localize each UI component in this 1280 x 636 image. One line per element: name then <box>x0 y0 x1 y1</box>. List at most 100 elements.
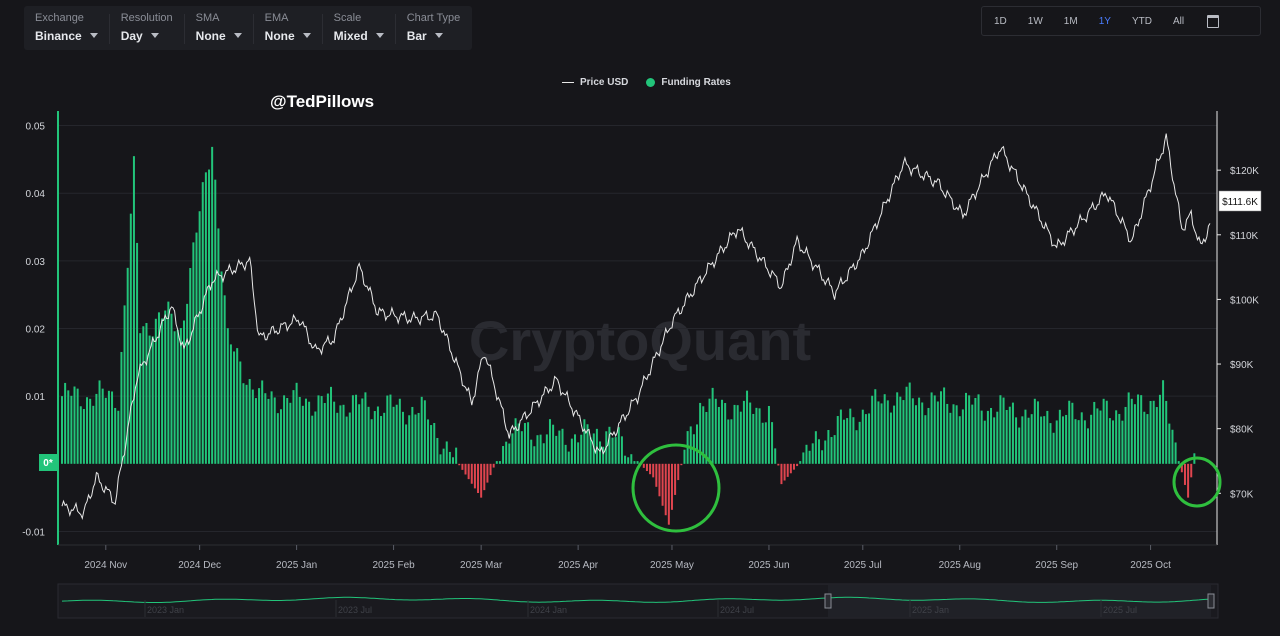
funding-bar <box>523 423 526 464</box>
funding-bar <box>1133 404 1136 464</box>
funding-bar <box>376 406 379 464</box>
funding-bar <box>380 416 383 464</box>
ema-label: EMA <box>264 12 289 24</box>
ema-select[interactable]: EMA None <box>254 6 323 50</box>
funding-bar <box>233 351 236 464</box>
funding-bar <box>548 419 551 464</box>
funding-bar <box>292 390 295 464</box>
funding-bar <box>286 397 289 464</box>
right-tick-label: $70K <box>1230 489 1254 500</box>
funding-bar <box>486 463 489 483</box>
range-ytd-button[interactable]: YTD <box>1131 15 1152 27</box>
navigator-right-handle[interactable] <box>1207 593 1215 609</box>
x-tick-label: 2025 May <box>650 560 694 571</box>
funding-bar <box>817 439 820 464</box>
funding-bar <box>880 403 883 464</box>
calendar-icon[interactable] <box>1207 14 1220 28</box>
funding-bar <box>245 384 248 464</box>
funding-bar <box>608 426 611 464</box>
funding-bar <box>733 404 736 464</box>
funding-bar <box>727 419 730 464</box>
navigator-left-handle[interactable] <box>824 593 832 609</box>
funding-bar <box>702 406 705 464</box>
funding-bar <box>667 463 670 525</box>
range-1w-button[interactable]: 1W <box>1027 15 1043 27</box>
funding-bar <box>883 394 886 464</box>
navigator[interactable]: 2023 Jan 2023 Jul 2024 Jan 2024 Jul 2025 Jan… <box>57 583 1219 619</box>
funding-bar <box>877 401 880 464</box>
scale-select[interactable]: Scale Mixed <box>323 6 396 50</box>
funding-bar <box>936 401 939 464</box>
legend-price[interactable]: Price USD <box>580 77 629 88</box>
funding-bar <box>98 380 101 464</box>
exchange-value: Binance <box>35 29 82 43</box>
funding-bar <box>192 242 195 464</box>
range-all-button[interactable]: All <box>1172 15 1185 27</box>
funding-bar <box>792 463 795 470</box>
funding-bar <box>946 403 949 464</box>
funding-bar <box>298 396 301 464</box>
zero-marker: 0* <box>39 454 57 471</box>
funding-bar <box>92 405 95 464</box>
legend-funding[interactable]: Funding Rates <box>661 77 731 88</box>
funding-bar <box>198 211 201 464</box>
funding-bar <box>677 463 680 481</box>
funding-bar <box>689 426 692 464</box>
range-1d-button[interactable]: 1D <box>994 15 1007 27</box>
funding-bar <box>1143 411 1146 464</box>
funding-bar <box>1171 429 1174 464</box>
funding-bar <box>536 435 539 464</box>
range-1y-button[interactable]: 1Y <box>1098 15 1111 27</box>
funding-bar <box>86 397 89 464</box>
exchange-select[interactable]: Exchange Binance <box>24 6 110 50</box>
funding-bar <box>304 398 307 464</box>
funding-bar <box>555 435 558 464</box>
funding-bar <box>117 410 120 464</box>
funding-bar <box>1002 397 1005 464</box>
funding-bar <box>1027 417 1030 464</box>
left-tick-label: 0.02 <box>26 325 46 336</box>
funding-bar <box>1190 463 1193 478</box>
navigator-tick-label: 2023 Jan <box>147 605 184 615</box>
funding-bars <box>61 146 1196 525</box>
funding-bar <box>401 411 404 464</box>
funding-bar <box>695 424 698 464</box>
funding-bar <box>846 418 849 464</box>
chart-type-value: Bar <box>406 29 427 43</box>
funding-bar <box>868 413 871 464</box>
funding-bar <box>148 335 151 464</box>
funding-bar <box>373 411 376 464</box>
funding-bar <box>1168 423 1171 464</box>
right-tick-label: $120K <box>1230 166 1259 177</box>
funding-bar <box>574 434 577 464</box>
funding-bar <box>889 412 892 464</box>
funding-bar <box>930 392 933 464</box>
funding-bar <box>448 451 451 464</box>
funding-bar <box>983 420 986 464</box>
funding-bar <box>1080 412 1083 464</box>
funding-bar <box>1011 402 1014 464</box>
funding-bar <box>905 386 908 464</box>
funding-bar <box>64 382 67 464</box>
funding-bar <box>767 405 770 464</box>
funding-bar <box>990 407 993 464</box>
chevron-down-icon <box>302 33 311 39</box>
funding-bar <box>264 393 267 464</box>
chevron-down-icon <box>150 33 159 39</box>
funding-bar <box>1046 410 1049 464</box>
chart-type-select[interactable]: Chart Type Bar <box>396 6 473 50</box>
funding-bar <box>918 397 921 464</box>
funding-bar <box>864 414 867 464</box>
sma-select[interactable]: SMA None <box>185 6 254 50</box>
funding-bar <box>464 463 467 475</box>
resolution-select[interactable]: Resolution Day <box>110 6 185 50</box>
funding-bar <box>182 320 185 464</box>
range-1m-button[interactable]: 1M <box>1063 15 1078 27</box>
funding-bar <box>933 395 936 464</box>
funding-bar <box>577 442 580 464</box>
funding-bar <box>939 391 942 464</box>
funding-bar <box>1055 420 1058 464</box>
navigator-tick-label: 2025 Jan <box>912 605 949 615</box>
funding-bar <box>223 295 226 464</box>
funding-dot-swatch <box>646 78 656 87</box>
